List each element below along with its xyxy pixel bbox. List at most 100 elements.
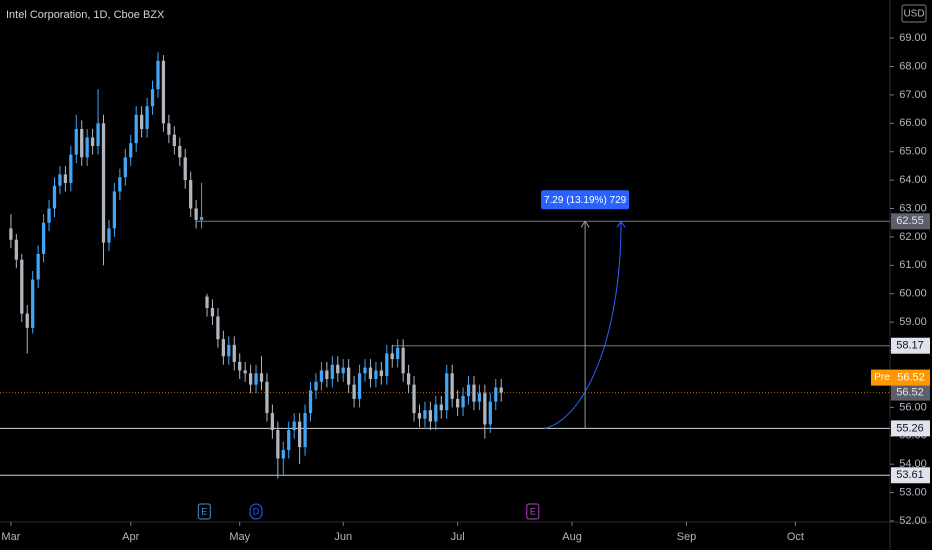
event-label: E bbox=[201, 506, 207, 516]
level-label-box bbox=[891, 337, 930, 354]
level-label: 55.26 bbox=[896, 422, 924, 434]
candle-body bbox=[232, 344, 236, 362]
x-tick-label: Jun bbox=[334, 531, 352, 543]
candle-body bbox=[396, 347, 400, 360]
candle-body bbox=[461, 396, 465, 408]
candle-body bbox=[488, 401, 492, 425]
candle-body bbox=[423, 410, 427, 419]
x-tick-label: Sep bbox=[677, 531, 697, 543]
candle-body bbox=[428, 410, 433, 422]
y-tick-label: 63.00 bbox=[899, 202, 927, 214]
last-price-label-box bbox=[891, 384, 930, 401]
event-badge[interactable] bbox=[249, 503, 263, 520]
event-badge[interactable] bbox=[197, 503, 211, 520]
candle-body bbox=[314, 381, 318, 391]
candle-body bbox=[243, 370, 247, 374]
candle-body bbox=[445, 373, 449, 411]
candle-body bbox=[472, 384, 476, 402]
y-tick-label: 66.00 bbox=[899, 117, 927, 129]
candle-body bbox=[357, 373, 362, 399]
candle-body bbox=[499, 387, 503, 393]
candle-body bbox=[248, 373, 253, 385]
candle-body bbox=[161, 60, 166, 124]
candle-body bbox=[238, 361, 242, 371]
y-tick-label: 65.00 bbox=[899, 146, 927, 158]
candle-body bbox=[216, 316, 220, 340]
candle-body bbox=[303, 413, 307, 448]
candle-body bbox=[107, 228, 111, 243]
event-badge[interactable] bbox=[526, 503, 540, 520]
pre-tag-box bbox=[871, 369, 893, 386]
x-tick-label: Mar bbox=[1, 531, 20, 543]
x-tick-label: Oct bbox=[787, 531, 804, 543]
candle-body bbox=[210, 307, 215, 317]
currency-box[interactable] bbox=[901, 4, 927, 23]
y-tick-label: 59.00 bbox=[899, 316, 927, 328]
candle-body bbox=[406, 373, 411, 385]
candle-body bbox=[80, 128, 84, 158]
candle-body bbox=[466, 384, 471, 397]
candle-body bbox=[156, 60, 160, 90]
level-label-box bbox=[891, 467, 930, 484]
y-tick-label: 52.00 bbox=[899, 515, 927, 527]
candle-body bbox=[9, 228, 13, 240]
chart-title: Intel Corporation, 1D, Cboe BZX bbox=[6, 9, 165, 21]
curve-arrow bbox=[544, 221, 622, 429]
candle-body bbox=[297, 421, 302, 448]
pre-price: 56.52 bbox=[897, 372, 925, 384]
last-price-label: 56.52 bbox=[896, 387, 924, 399]
candle-body bbox=[25, 313, 29, 328]
candle-body bbox=[90, 137, 95, 147]
x-tick-label: Jul bbox=[451, 531, 465, 543]
candle-body bbox=[74, 128, 78, 155]
candle-body bbox=[221, 339, 225, 357]
candle-body bbox=[85, 137, 89, 158]
candle-body bbox=[194, 208, 198, 220]
measure-box bbox=[541, 190, 630, 210]
y-tick-label: 67.00 bbox=[899, 89, 927, 101]
measure-label: 7.29 (13.19%) 729 bbox=[544, 195, 627, 206]
currency[interactable]: USD bbox=[903, 9, 924, 20]
level-label-box bbox=[891, 213, 930, 230]
candle-body bbox=[330, 364, 334, 379]
candle-body bbox=[347, 367, 351, 385]
candle-body bbox=[118, 177, 122, 192]
candle-body bbox=[368, 367, 373, 379]
candle-body bbox=[189, 180, 193, 209]
candle-body bbox=[352, 384, 356, 399]
candle-body bbox=[227, 344, 231, 357]
candle-body bbox=[41, 222, 46, 254]
candle-body bbox=[112, 191, 117, 229]
candle-body bbox=[199, 217, 204, 220]
candle-body bbox=[134, 114, 138, 144]
candle-body bbox=[36, 253, 40, 280]
pre-tag: Pre bbox=[874, 372, 890, 383]
candle-body bbox=[276, 430, 280, 459]
candle-body bbox=[20, 259, 24, 314]
candle-body bbox=[434, 404, 438, 422]
level-label: 53.61 bbox=[896, 469, 924, 481]
candle-body bbox=[325, 370, 329, 379]
pre-price-box bbox=[893, 369, 930, 386]
y-tick-label: 61.00 bbox=[899, 259, 927, 271]
candle-body bbox=[319, 370, 324, 382]
candle-body bbox=[123, 157, 127, 178]
candle-body bbox=[172, 134, 176, 147]
y-tick-label: 53.00 bbox=[899, 486, 927, 498]
candle-body bbox=[129, 143, 133, 158]
candle-body bbox=[308, 390, 313, 414]
candle-body bbox=[363, 367, 367, 374]
candle-body bbox=[292, 421, 296, 431]
candle-body bbox=[390, 353, 394, 360]
candle-body bbox=[14, 239, 18, 260]
candle-body bbox=[101, 123, 106, 243]
y-tick-label: 54.00 bbox=[899, 458, 927, 470]
y-tick-label: 60.00 bbox=[899, 288, 927, 300]
candle-body bbox=[150, 89, 155, 107]
candle-body bbox=[287, 430, 291, 450]
candle-body bbox=[63, 174, 68, 183]
candle-body bbox=[374, 370, 378, 379]
candle-body bbox=[183, 157, 187, 181]
candle-body bbox=[96, 123, 100, 147]
